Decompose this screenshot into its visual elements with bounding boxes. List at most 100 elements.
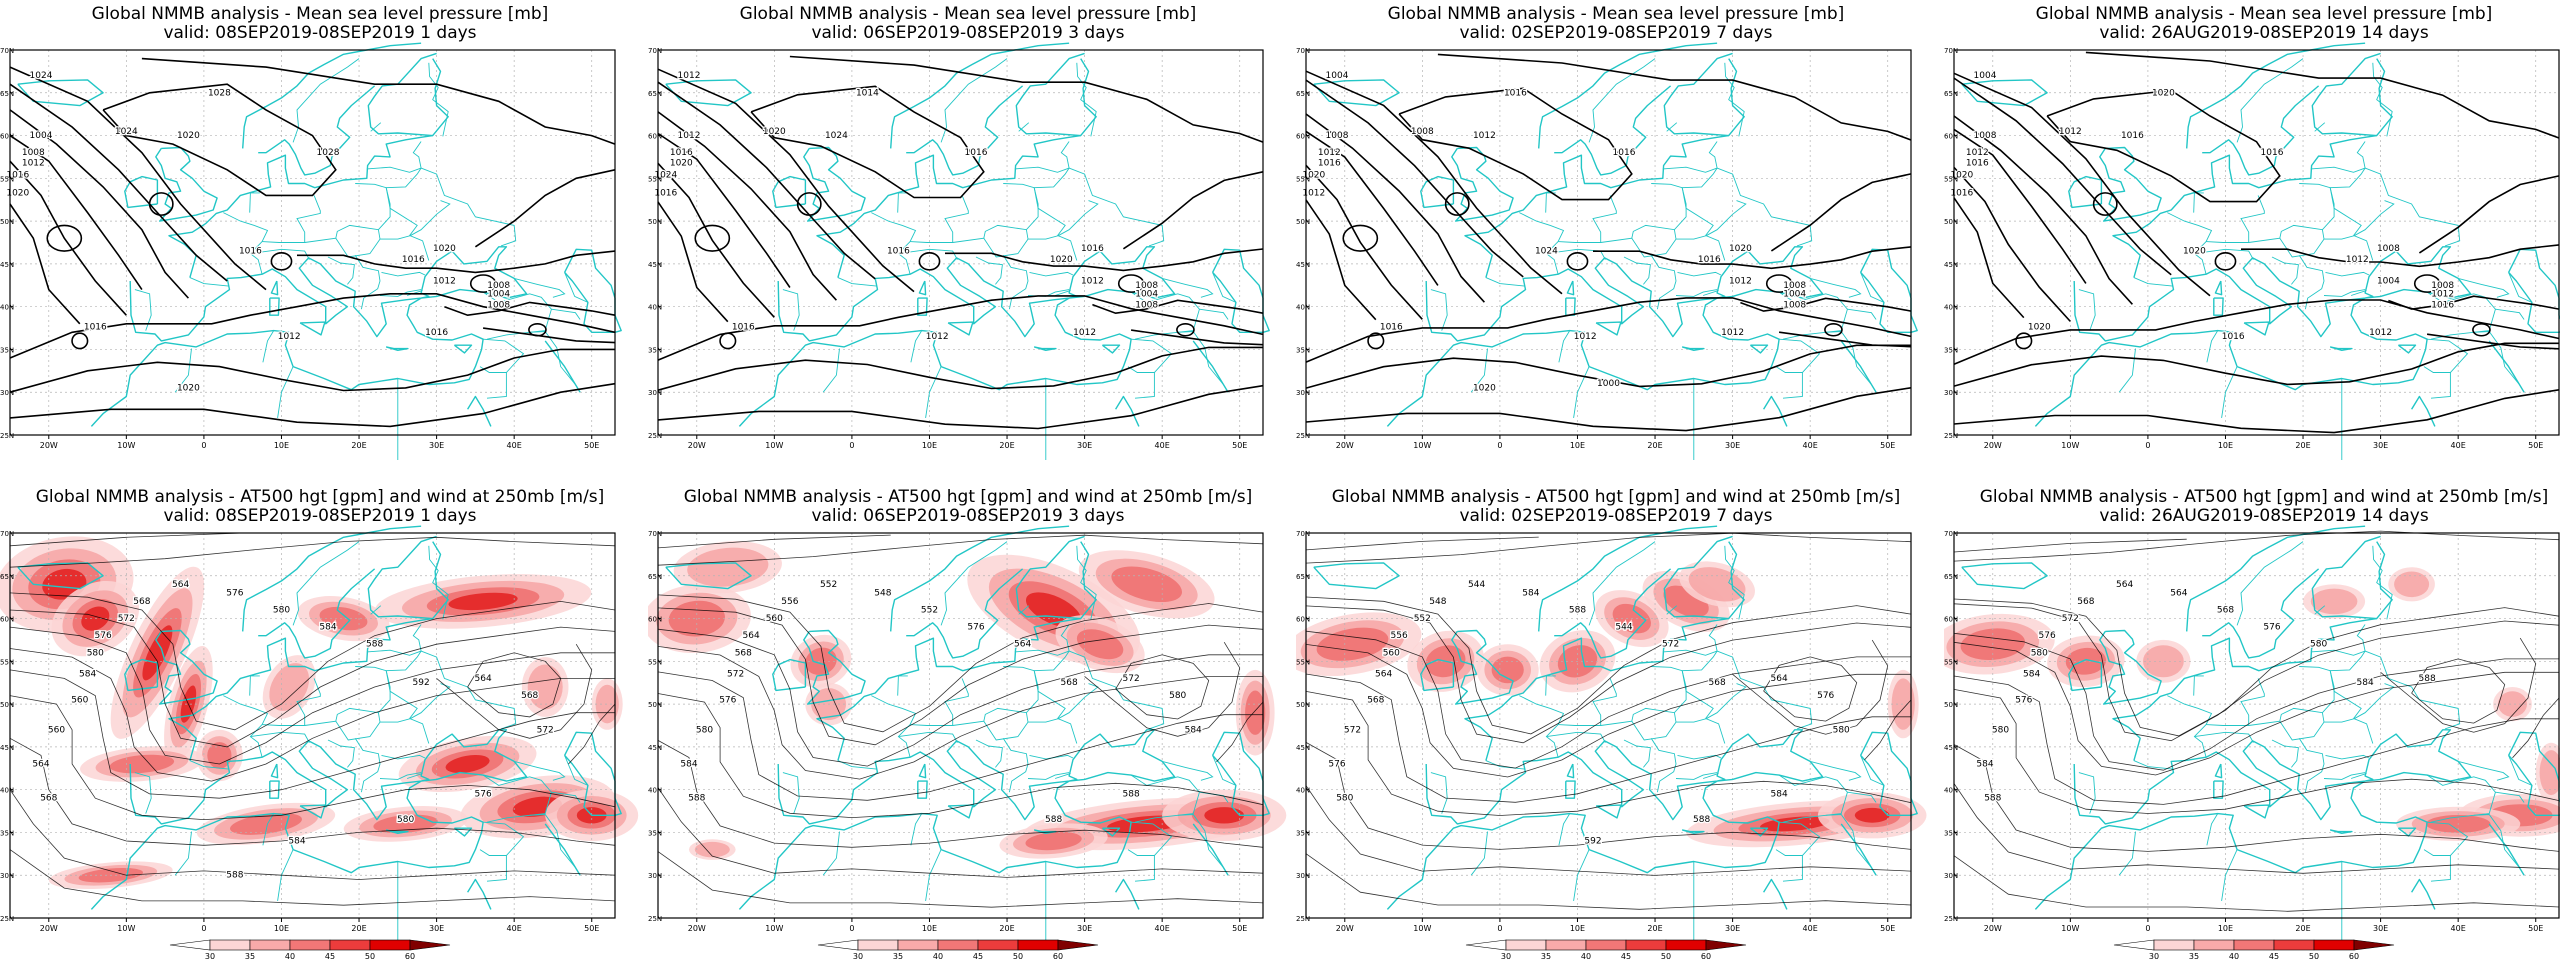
contour-label: 1012 bbox=[1302, 188, 1325, 198]
contour-line bbox=[9, 109, 189, 299]
isobars bbox=[657, 55, 1264, 430]
contour-label: 556 bbox=[781, 597, 798, 607]
contour-label: 568 bbox=[2217, 606, 2234, 616]
contour-line bbox=[657, 740, 1264, 848]
panel-valid-period: valid: 08SEP2019-08SEP2019 1 days bbox=[163, 23, 477, 43]
closed-isobar bbox=[1765, 274, 1793, 293]
map-frame bbox=[9, 49, 616, 436]
closed-isobar bbox=[1342, 224, 1379, 252]
contour-label: 560 bbox=[766, 614, 783, 624]
contour-label: 584 bbox=[1522, 588, 1539, 598]
lat-tick-label: 35N bbox=[1944, 346, 1958, 354]
contour-label: 1016 bbox=[2222, 332, 2245, 342]
lon-tick-label: 30E bbox=[1077, 441, 1092, 450]
lat-tick-label: 70N bbox=[1944, 47, 1958, 55]
colorbar-tick-label: 45 bbox=[2269, 952, 2279, 960]
contour-label: 568 bbox=[521, 691, 538, 701]
lon-tick-label: 50E bbox=[1232, 441, 1247, 450]
lon-tick-label: 30E bbox=[2373, 924, 2388, 933]
lat-tick-label: 55N bbox=[648, 658, 662, 666]
lat-tick-label: 50N bbox=[1944, 218, 1958, 226]
lon-tick-label: 20E bbox=[1647, 441, 1662, 450]
pressure-map-panel-4: 1004 1008 1012 1016 1020 1016 1012 1016 1020 1016… bbox=[1944, 0, 2560, 480]
contour-line bbox=[2388, 295, 2560, 310]
contour-label: 1016 bbox=[402, 255, 425, 265]
contour-label: 592 bbox=[413, 678, 430, 688]
contour-line bbox=[1305, 605, 1912, 744]
jet-core bbox=[1111, 566, 1182, 603]
lon-tick-label: 40E bbox=[2451, 924, 2466, 933]
contour-label: 1016 bbox=[654, 188, 677, 198]
contour-label: 1004 bbox=[487, 289, 510, 299]
contour-label: 584 bbox=[319, 623, 336, 633]
contour-line bbox=[9, 532, 243, 547]
closed-isobar bbox=[719, 332, 737, 350]
graticule bbox=[1306, 533, 1911, 918]
panel-title: Global NMMB analysis - Mean sea level pr… bbox=[2035, 4, 2493, 24]
contour-label: 564 bbox=[2116, 580, 2133, 590]
contour-line bbox=[482, 327, 616, 344]
lon-tick-label: 20E bbox=[351, 441, 366, 450]
contour-line bbox=[657, 81, 876, 280]
contour-label: 1012 bbox=[2431, 289, 2454, 299]
colorbar-swatch bbox=[1057, 939, 1099, 951]
lat-tick-label: 45N bbox=[1944, 744, 1958, 752]
lon-tick-label: 0 bbox=[2145, 924, 2150, 933]
contour-line bbox=[2241, 244, 2560, 268]
contour-line bbox=[1732, 639, 1889, 735]
contour-label: 1014 bbox=[856, 88, 879, 98]
contour-line bbox=[657, 628, 1263, 767]
lon-tick-label: 0 bbox=[849, 441, 854, 450]
contour-line bbox=[1953, 689, 2560, 814]
colorbar-tick-label: 60 bbox=[1701, 952, 1711, 960]
closed-isobar bbox=[270, 251, 293, 271]
height-map-panel-1: 564 568 572 576 580 584 560 560 564 568 576 580 584 5… bbox=[0, 483, 640, 963]
jet-core bbox=[1025, 831, 1082, 851]
contour-line bbox=[1740, 297, 1912, 312]
contour-line bbox=[750, 85, 985, 199]
contour-label: 1016 bbox=[887, 247, 910, 257]
colorbar-swatch bbox=[209, 939, 251, 951]
panel-valid-period: valid: 08SEP2019-08SEP2019 1 days bbox=[163, 506, 477, 526]
contour-label: 576 bbox=[2015, 695, 2032, 705]
jet-core bbox=[269, 663, 310, 711]
colorbar-tick-label: 45 bbox=[973, 952, 983, 960]
lon-tick-label: 0 bbox=[1497, 924, 1502, 933]
lat-tick-label: 45N bbox=[0, 744, 14, 752]
lon-tick-label: 20W bbox=[688, 924, 706, 933]
contour-label: 1016 bbox=[2121, 131, 2144, 141]
colorbar-tick-label: 45 bbox=[1621, 952, 1631, 960]
contour-label: 576 bbox=[2039, 631, 2056, 641]
contour-line bbox=[945, 248, 1264, 272]
closed-isobar bbox=[1117, 274, 1145, 293]
contour-label: 1008 bbox=[1411, 127, 1434, 137]
contour-label: 580 bbox=[1336, 794, 1353, 804]
contour-label: 1008 bbox=[1783, 301, 1806, 311]
contour-label: 1000 bbox=[1597, 379, 1620, 389]
contour-line bbox=[1305, 630, 1911, 769]
contour-line bbox=[1953, 299, 2560, 365]
map-frame bbox=[9, 532, 616, 919]
colorbar-swatch bbox=[937, 939, 979, 951]
contour-label: 552 bbox=[1414, 614, 1431, 624]
contour-line bbox=[2380, 637, 2537, 733]
lat-tick-label: 30N bbox=[0, 872, 14, 880]
jet-core bbox=[1204, 807, 1245, 824]
contour-line bbox=[9, 626, 615, 765]
jet-core bbox=[445, 755, 490, 773]
contour-label: 1016 bbox=[239, 247, 262, 257]
contour-label: 1024 bbox=[115, 127, 138, 137]
contour-line bbox=[1953, 632, 2559, 771]
contour-line bbox=[1305, 596, 1912, 735]
graticule bbox=[1954, 533, 2559, 918]
colorbar-swatch bbox=[1505, 939, 1547, 951]
panel-valid-period: valid: 26AUG2019-08SEP2019 14 days bbox=[2099, 23, 2429, 43]
contour-line bbox=[657, 594, 1264, 733]
contour-line bbox=[657, 295, 1264, 361]
contour-line bbox=[9, 536, 616, 568]
lat-tick-label: 45N bbox=[648, 744, 662, 752]
contour-line bbox=[1305, 387, 1912, 432]
contour-line bbox=[1953, 128, 2087, 284]
contour-line bbox=[9, 695, 616, 821]
contour-label: 1020 bbox=[177, 131, 200, 141]
